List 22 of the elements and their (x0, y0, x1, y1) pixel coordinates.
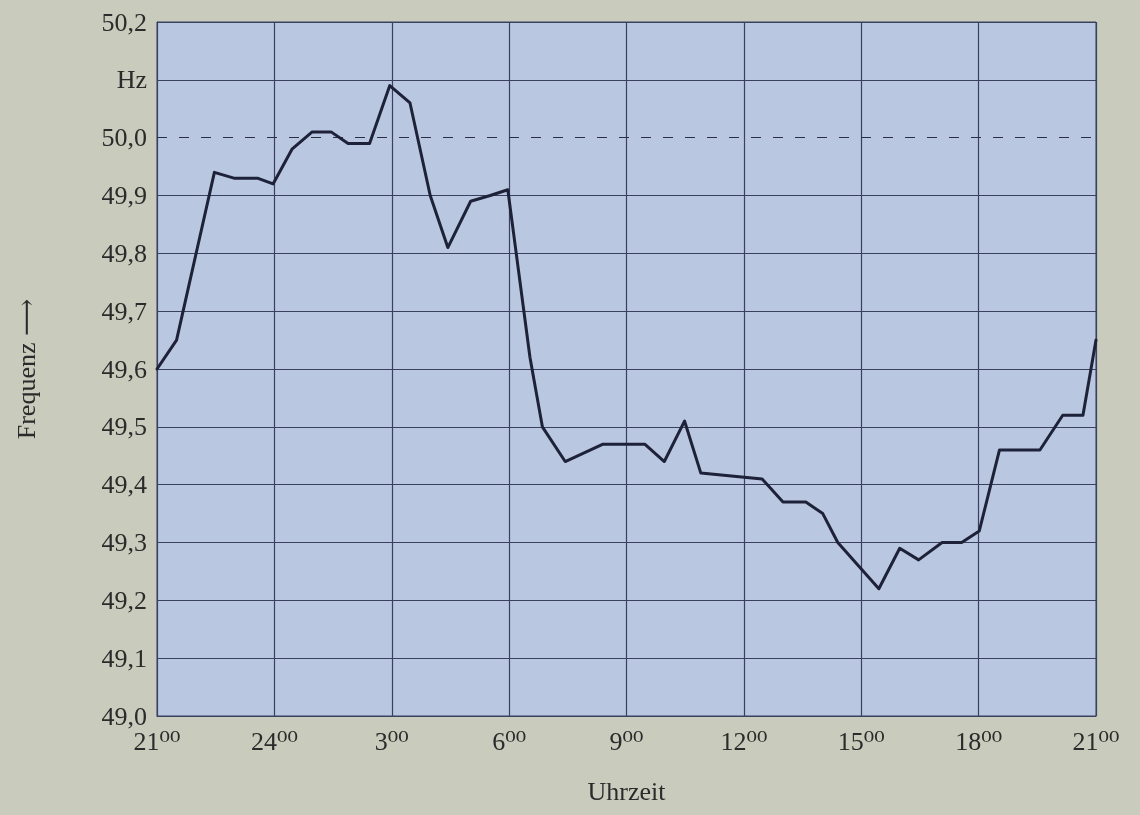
y-tick-label: Hz (116, 65, 147, 95)
y-tick-label: 49,7 (101, 296, 147, 326)
x-tick-label: 3⁰⁰ (374, 726, 409, 756)
y-tick-label: 49,8 (101, 238, 147, 268)
x-tick-label: 15⁰⁰ (837, 726, 885, 756)
x-tick-label: 18⁰⁰ (955, 726, 1003, 756)
x-tick-label: 21⁰⁰ (1072, 726, 1120, 756)
y-tick-label: 49,4 (101, 470, 147, 500)
y-tick-label: 49,2 (101, 585, 147, 615)
x-axis-title: Uhrzeit (587, 776, 667, 806)
y-tick-label: 49,5 (101, 412, 147, 442)
y-tick-label: 50,2 (101, 7, 147, 37)
x-tick-label: 9⁰⁰ (609, 726, 644, 756)
x-tick-label: 6⁰⁰ (492, 726, 527, 756)
y-tick-label: 49,6 (101, 354, 147, 384)
y-axis-title: Frequenz ⟶ (11, 298, 41, 440)
y-tick-label: 50,0 (101, 123, 147, 153)
x-tick-label: 12⁰⁰ (720, 726, 768, 756)
y-tick-label: 49,9 (101, 181, 147, 210)
y-tick-label: 49,3 (101, 528, 147, 557)
x-tick-label: 24⁰⁰ (250, 726, 298, 756)
y-tick-label: 49,1 (101, 643, 147, 673)
